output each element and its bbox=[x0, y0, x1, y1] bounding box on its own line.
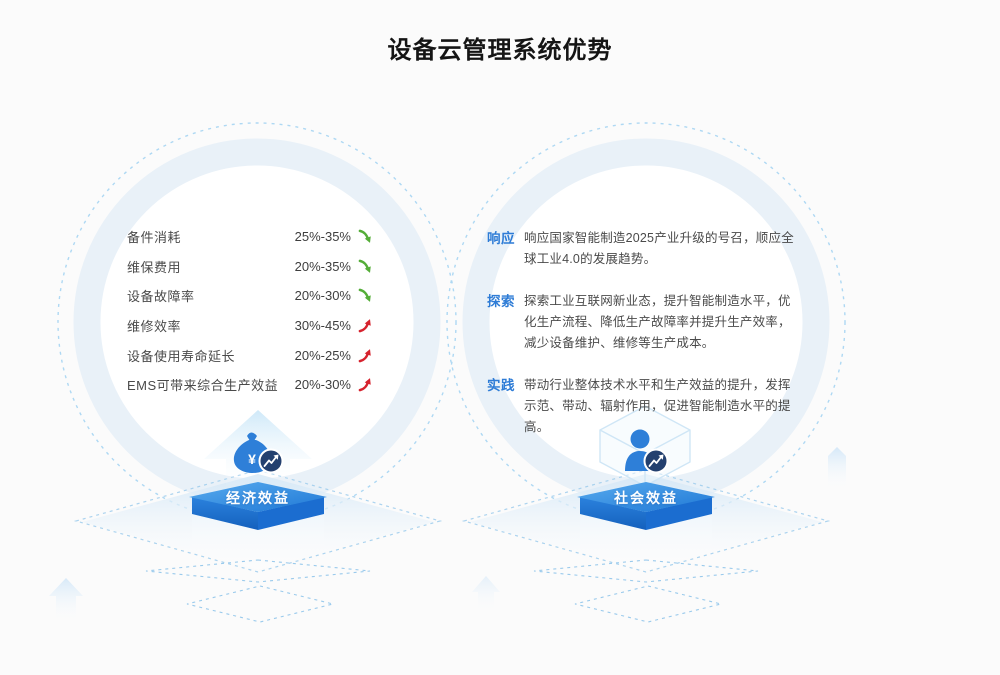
trend-icon bbox=[358, 288, 373, 303]
stat-row: 维修效率 30%-45% bbox=[127, 311, 373, 341]
decorative-arrows bbox=[49, 447, 846, 624]
stat-value: 20%-30% bbox=[294, 288, 351, 304]
economic-pedestal: ¥ bbox=[73, 410, 443, 623]
social-points-list: 响应 响应国家智能制造2025产业升级的号召，顺应全球工业4.0的发展趋势。 探… bbox=[487, 228, 799, 459]
trend-icon bbox=[358, 348, 373, 363]
svg-text:¥: ¥ bbox=[248, 451, 256, 467]
economic-badge: 经济效益 bbox=[226, 490, 290, 506]
stat-value: 30%-45% bbox=[294, 318, 351, 334]
stat-value: 25%-35% bbox=[294, 229, 351, 245]
stat-label: 维保费用 bbox=[127, 259, 182, 275]
economic-stats-list: 备件消耗 25%-35% 维保费用 20%-35% 设备故障率 20%-30% … bbox=[127, 222, 373, 400]
point-label: 响应 bbox=[487, 231, 515, 246]
point-label: 探索 bbox=[487, 294, 515, 309]
stat-value: 20%-35% bbox=[294, 258, 351, 274]
stat-row: 维保费用 20%-35% bbox=[127, 252, 373, 282]
trend-icon bbox=[358, 318, 373, 333]
stat-value: 20%-30% bbox=[294, 377, 351, 393]
stat-label: 设备使用寿命延长 bbox=[127, 348, 236, 364]
page-title: 设备云管理系统优势 bbox=[387, 37, 613, 64]
person-icon bbox=[625, 429, 669, 474]
trend-icon bbox=[358, 377, 373, 392]
stat-label: 维修效率 bbox=[127, 319, 182, 335]
social-badge: 社会效益 bbox=[614, 490, 678, 506]
stat-label: 设备故障率 bbox=[127, 289, 195, 305]
stat-label: 备件消耗 bbox=[127, 230, 182, 246]
point-item: 实践 带动行业整体技术水平和生产效益的提升，发挥示范、带动、辐射作用，促进智能制… bbox=[487, 375, 799, 438]
trend-icon bbox=[358, 259, 373, 274]
social-pedestal bbox=[461, 405, 831, 623]
trend-icon bbox=[358, 229, 373, 244]
point-text: 带动行业整体技术水平和生产效益的提升，发挥示范、带动、辐射作用，促进智能制造水平… bbox=[524, 378, 791, 434]
point-item: 探索 探索工业互联网新业态，提升智能制造水平，优化生产流程、降低生产故障率并提升… bbox=[487, 291, 799, 354]
point-item: 响应 响应国家智能制造2025产业升级的号召，顺应全球工业4.0的发展趋势。 bbox=[487, 228, 799, 270]
point-text: 探索工业互联网新业态，提升智能制造水平，优化生产流程、降低生产故障率并提升生产效… bbox=[524, 294, 791, 350]
point-label: 实践 bbox=[487, 378, 515, 393]
money-bag-icon: ¥ bbox=[233, 432, 284, 474]
stat-label: EMS可带来综合生产效益 bbox=[127, 378, 279, 394]
stat-value: 20%-25% bbox=[294, 347, 351, 363]
stat-row: EMS可带来综合生产效益 20%-30% bbox=[127, 370, 373, 400]
stat-row: 设备故障率 20%-30% bbox=[127, 281, 373, 311]
stat-row: 备件消耗 25%-35% bbox=[127, 222, 373, 252]
point-text: 响应国家智能制造2025产业升级的号召，顺应全球工业4.0的发展趋势。 bbox=[524, 231, 794, 266]
stat-row: 设备使用寿命延长 20%-25% bbox=[127, 340, 373, 370]
